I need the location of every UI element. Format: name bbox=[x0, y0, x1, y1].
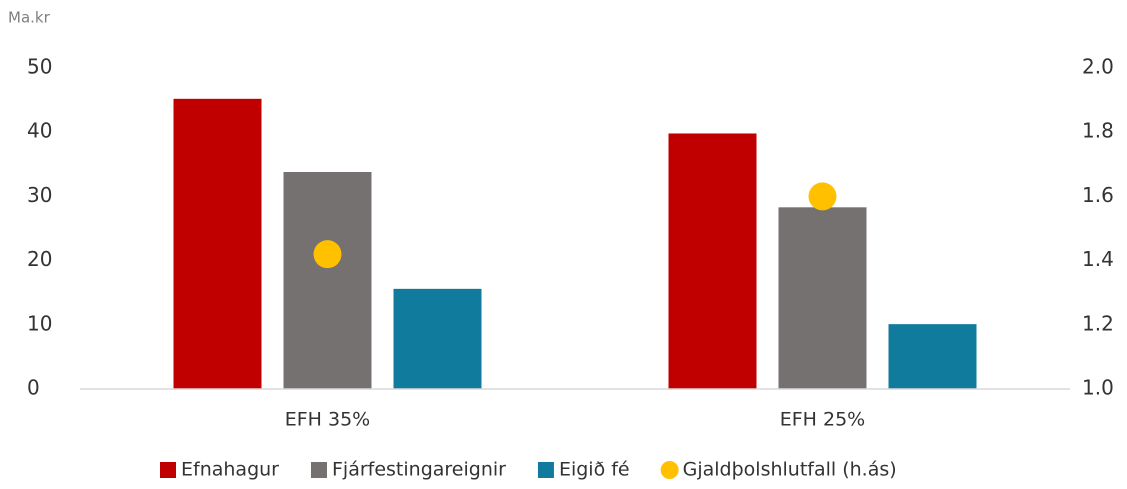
y-tick-label: 20 bbox=[27, 247, 52, 271]
x-tick-label: EFH 25% bbox=[780, 409, 866, 431]
legend-label: Gjaldþolshlutfall (h.ás) bbox=[683, 459, 897, 481]
y2-tick-label: 1.8 bbox=[1082, 119, 1114, 143]
bar bbox=[778, 207, 867, 389]
y2-tick-label: 1.0 bbox=[1082, 376, 1114, 400]
y-tick-label: 40 bbox=[27, 119, 52, 143]
legend-label: Fjárfestingareignir bbox=[332, 459, 506, 481]
legend-marker bbox=[160, 462, 176, 478]
bar bbox=[668, 133, 757, 389]
y-axis-unit: Ma.kr bbox=[8, 9, 51, 27]
dot bbox=[313, 240, 342, 269]
y-tick-label: 0 bbox=[27, 376, 40, 400]
y2-tick-label: 1.4 bbox=[1082, 247, 1114, 271]
bar bbox=[283, 172, 372, 389]
dot bbox=[808, 182, 837, 211]
y2-tick-label: 1.6 bbox=[1082, 183, 1114, 207]
bar bbox=[173, 98, 262, 389]
legend-label: Efnahagur bbox=[181, 459, 279, 481]
bar bbox=[393, 288, 482, 389]
x-tick-label: EFH 35% bbox=[285, 409, 371, 431]
legend-marker bbox=[537, 462, 554, 478]
y-tick-label: 30 bbox=[27, 183, 52, 207]
y-tick-label: 10 bbox=[27, 311, 52, 335]
y-tick-label: 50 bbox=[27, 55, 52, 79]
legend-label: Eigið fé bbox=[559, 459, 630, 481]
y2-tick-label: 1.2 bbox=[1082, 311, 1114, 335]
bar bbox=[888, 324, 977, 389]
legend-marker bbox=[660, 461, 679, 479]
y2-tick-label: 2.0 bbox=[1082, 55, 1114, 79]
legend-marker bbox=[310, 462, 327, 478]
